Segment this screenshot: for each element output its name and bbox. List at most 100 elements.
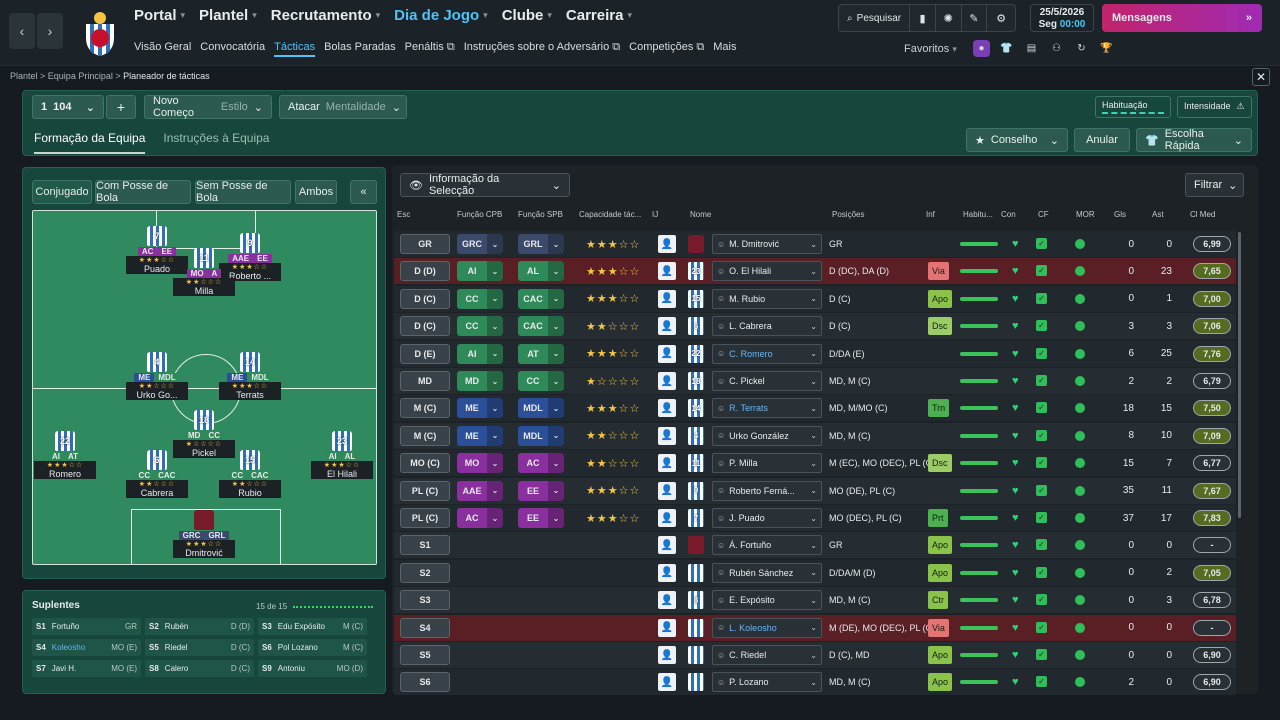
subnav-item-4[interactable]: Penáltis ⧉ [404,41,455,53]
position-slot-button[interactable]: D (D) [400,261,450,282]
player-profile-icon[interactable]: 👤 [658,591,676,610]
clipboard-icon[interactable]: ▤ [1026,43,1037,54]
influence-badge[interactable]: Apo [928,646,953,664]
table-row[interactable]: PL (C) AC ⌄ EE ⌄ ★★★☆☆ 👤 7 ☺ J. Puado ⌄ MO (DEC), P… [394,505,1236,531]
role-cpb-dropdown[interactable]: AC ⌄ [457,508,503,528]
player-name-dropdown[interactable]: ☺ Rubén Sánchez ⌄ [712,562,822,583]
player-profile-icon[interactable]: 👤 [658,399,676,418]
influence-badge[interactable]: Apo [928,536,953,555]
segment-ambos[interactable]: Ambos [295,180,337,204]
table-row[interactable]: GR GRC ⌄ GRL ⌄ ★★★☆☆ 👤 ☺ M. Dmitrović ⌄ GR ♥ ✓ 0 0 6,99 [394,231,1236,257]
column-header[interactable]: Posições [832,210,865,219]
player-profile-icon[interactable]: 👤 [658,536,676,555]
role-spb-dropdown[interactable]: MDL ⌄ [518,425,564,446]
pitch-player[interactable]: 11 MO A ★★☆☆☆ Milla [173,248,235,296]
search-button[interactable]: ⌕ Pesquisar [839,5,911,31]
influence-badge[interactable]: Via [928,618,949,637]
column-header[interactable]: Habitu... [963,210,993,219]
player-name-dropdown[interactable]: ☺ C. Riedel ⌄ [712,645,822,665]
pitch-player[interactable]: 15 CC CAC ★★☆☆☆ Rubio [219,450,281,498]
player-profile-icon[interactable]: 👤 [658,372,676,390]
breadcrumb-plantel[interactable]: Plantel [10,71,38,81]
column-header[interactable]: MOR [1076,210,1095,219]
player-name-dropdown[interactable]: ☺ E. Expósito ⌄ [712,590,822,611]
position-slot-button[interactable]: PL (C) [400,508,450,528]
nav-item-0[interactable]: Portal ▾ [134,7,186,24]
position-slot-button[interactable]: S2 [400,562,450,583]
tab-instrucoes[interactable]: Instruções à Equipa [163,131,270,145]
position-slot-button[interactable]: S6 [400,672,450,693]
table-row[interactable]: S6 👤 ☺ P. Lozano ⌄ MD, M (C) Apo ♥ ✓ 2 0 6,90 [394,669,1236,696]
pitch-player[interactable]: 18 MD CC ★☆☆☆☆ Pickel [173,410,235,458]
role-cpb-dropdown[interactable]: CC ⌄ [457,288,503,309]
table-row[interactable]: D (E) AI ⌄ AT ⌄ ★★★☆☆ 👤 22 ☺ C. Romero ⌄ D/DA (E) ♥ ✓… [394,340,1236,367]
favorites-dropdown[interactable]: Favoritos ▾ [904,43,957,55]
segment-com-posse[interactable]: Com Posse de Bola [95,180,191,204]
position-slot-button[interactable]: GR [400,234,450,254]
position-slot-button[interactable]: S4 [400,617,450,638]
role-cpb-dropdown[interactable]: AI ⌄ [457,343,503,364]
subnav-item-6[interactable]: Competições ⧉ [629,41,705,53]
refresh-icon[interactable]: ↻ [1077,43,1086,54]
role-cpb-dropdown[interactable]: AI ⌄ [457,261,503,282]
player-profile-icon[interactable]: 👤 [658,454,676,473]
add-tactic-button[interactable]: + [106,95,136,119]
player-name-dropdown[interactable]: ☺ J. Puado ⌄ [712,508,822,528]
role-spb-dropdown[interactable]: AC ⌄ [518,453,564,474]
collapse-button[interactable]: « [350,180,377,204]
player-name-dropdown[interactable]: ☺ Roberto Ferná... ⌄ [712,480,822,501]
player-profile-icon[interactable]: 👤 [658,673,676,692]
role-cpb-dropdown[interactable]: MO ⌄ [457,453,503,474]
position-slot-button[interactable]: S5 [400,645,450,665]
player-profile-icon[interactable]: 👤 [658,509,676,527]
club-crest-icon[interactable] [82,8,118,56]
role-spb-dropdown[interactable]: CAC ⌄ [518,316,564,337]
sub-item[interactable]: S2 Rubén D (D) [145,618,254,635]
position-slot-button[interactable]: MD [400,371,450,391]
player-name-dropdown[interactable]: ☺ P. Lozano ⌄ [712,672,822,693]
table-row[interactable]: M (C) ME ⌄ MDL ⌄ ★★★☆☆ 👤 14 ☺ R. Terrats ⌄ MD, M/MO… [394,395,1236,422]
back-button[interactable]: ‹ [9,13,35,49]
column-header[interactable]: Esc [397,210,411,219]
sub-item[interactable]: S6 Pol Lozano M (C) [258,639,367,656]
player-profile-icon[interactable]: 👤 [658,262,676,281]
role-spb-dropdown[interactable]: CC ⌄ [518,371,564,391]
role-spb-dropdown[interactable]: GRL ⌄ [518,234,564,254]
influence-badge[interactable]: Apo [928,289,953,308]
table-scrollbar[interactable] [1238,232,1241,518]
role-cpb-dropdown[interactable]: AAE ⌄ [457,480,503,501]
table-row[interactable]: PL (C) AAE ⌄ EE ⌄ ★★★☆☆ 👤 9 ☺ Roberto Ferná... ⌄ MO… [394,477,1236,504]
tactic-selector[interactable]: 1 104 ⌄ [32,95,104,119]
player-profile-icon[interactable]: 👤 [658,317,676,336]
pitch-player[interactable]: GRC GRL ★★★☆☆ Dmitrović [173,510,235,558]
messages-button[interactable]: Mensagens » [1102,4,1262,32]
player-profile-icon[interactable]: 👤 [658,289,676,308]
column-header[interactable]: Con [1001,210,1016,219]
column-header[interactable]: Capacidade tác... [579,210,642,219]
role-spb-dropdown[interactable]: MDL ⌄ [518,398,564,419]
position-slot-button[interactable]: D (C) [400,288,450,309]
influence-badge[interactable]: Apo [928,563,953,582]
position-slot-button[interactable]: M (C) [400,425,450,446]
close-button[interactable]: ✕ [1252,68,1270,86]
sub-item[interactable]: S9 Antoniu MO (D) [258,660,367,677]
pitch-player[interactable]: 6 CC CAC ★★☆☆☆ Cabrera [126,450,188,498]
role-spb-dropdown[interactable]: CAC ⌄ [518,288,564,309]
position-slot-button[interactable]: M (C) [400,398,450,419]
bookmark-button[interactable]: ▮ [910,5,936,31]
nav-item-2[interactable]: Recrutamento ▾ [270,7,381,24]
role-spb-dropdown[interactable]: AL ⌄ [518,261,564,282]
position-slot-button[interactable]: S3 [400,590,450,611]
role-cpb-dropdown[interactable]: GRC ⌄ [457,234,503,254]
influence-badge[interactable]: Ctr [928,591,948,610]
table-row[interactable]: D (C) CC ⌄ CAC ⌄ ★★★☆☆ 👤 15 ☺ M. Rubio ⌄ D (C) Apo ♥ ✓… [394,285,1236,312]
info-selection-dropdown[interactable]: 👁 Informação da Selecção ⌄ [400,173,570,197]
column-header[interactable]: CF [1038,210,1049,219]
player-name-dropdown[interactable]: ☺ C. Pickel ⌄ [712,371,822,391]
mentality-dropdown[interactable]: Atacar Mentalidade ⌄ [279,95,407,119]
role-cpb-dropdown[interactable]: ME ⌄ [457,398,503,419]
player-name-dropdown[interactable]: ☺ M. Rubio ⌄ [712,288,822,309]
player-profile-icon[interactable]: 👤 [658,618,676,637]
table-row[interactable]: S5 👤 ☺ C. Riedel ⌄ D (C), MD Apo ♥ ✓ 0 0 6,90 [394,642,1236,668]
edit-button[interactable]: ✎ [962,5,988,31]
